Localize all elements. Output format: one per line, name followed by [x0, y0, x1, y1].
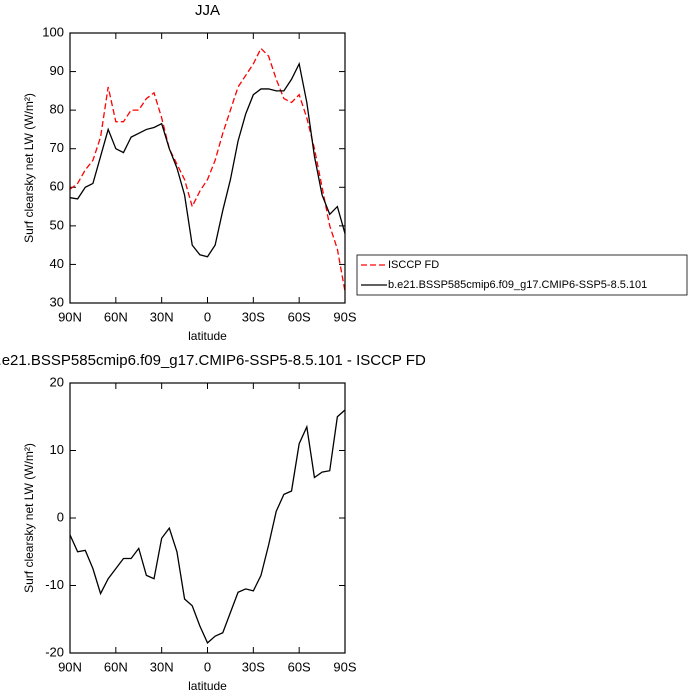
y-tick-label: 20 — [50, 374, 64, 389]
y-tick-label: 30 — [50, 294, 64, 309]
x-tick-label: 90N — [58, 309, 82, 324]
y-tick-label: 100 — [42, 24, 64, 39]
series-line — [69, 61, 346, 258]
legend-box — [356, 254, 688, 296]
y-tick-label: 60 — [50, 179, 64, 194]
x-tick-label: 30N — [150, 309, 174, 324]
x-tick-label: 30S — [242, 309, 265, 324]
y-tick-label: 0 — [57, 509, 64, 524]
chart-title: b.e21.BSSP585cmip6.f09_g17.CMIP6-SSP5-8.… — [0, 352, 426, 369]
plot-frame — [69, 382, 346, 654]
chart-title: JJA — [195, 2, 220, 19]
x-tick-label: 30S — [242, 659, 265, 674]
y-tick-label: 80 — [50, 102, 64, 117]
series-line — [69, 409, 346, 644]
x-axis-label: latitude — [188, 679, 227, 693]
y-axis-label: Surf clearsky net LW (W/m²) — [22, 443, 36, 593]
y-tick-label: 40 — [50, 256, 64, 271]
x-tick-label: 60N — [104, 659, 128, 674]
x-tick-label: 90S — [333, 309, 356, 324]
x-tick-label: 0 — [204, 659, 211, 674]
legend-label: ISCCP FD — [388, 259, 439, 271]
legend-label: b.e21.BSSP585cmip6.f09_g17.CMIP6-SSP5-8.… — [388, 279, 647, 291]
y-tick-label: 70 — [50, 140, 64, 155]
x-tick-label: 60S — [288, 309, 311, 324]
y-tick-label: 90 — [50, 63, 64, 78]
y-tick-label: -10 — [45, 577, 64, 592]
x-axis-label: latitude — [188, 329, 227, 343]
y-tick-label: 10 — [50, 442, 64, 457]
x-tick-label: 60N — [104, 309, 128, 324]
x-tick-label: 60S — [288, 659, 311, 674]
series-line — [69, 47, 346, 292]
x-tick-label: 90S — [333, 659, 356, 674]
plot-frame — [69, 32, 346, 304]
y-tick-label: 50 — [50, 217, 64, 232]
x-tick-label: 0 — [204, 309, 211, 324]
y-axis-label: Surf clearsky net LW (W/m²) — [22, 93, 36, 243]
x-tick-label: 90N — [58, 659, 82, 674]
y-tick-label: -20 — [45, 644, 64, 659]
x-tick-label: 30N — [150, 659, 174, 674]
